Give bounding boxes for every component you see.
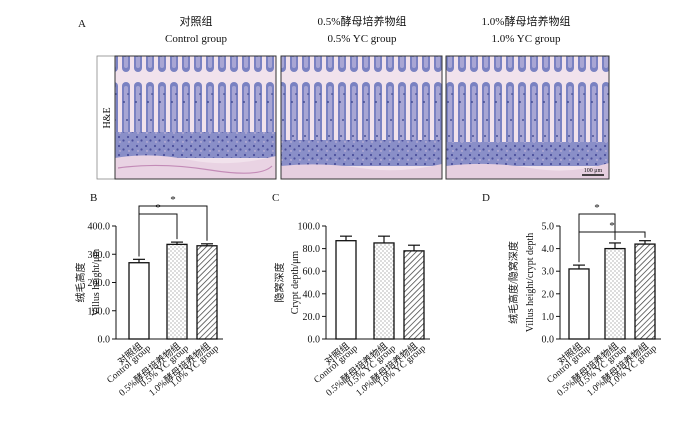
chart-d-sig-bracket	[578, 231, 646, 263]
chart-d-y-tick-label: 2.0	[542, 289, 555, 300]
chart-c-y-tick-label: 40.0	[303, 289, 321, 300]
chart-d-bar	[634, 243, 656, 340]
chart-c-bar	[373, 242, 395, 340]
chart-c-y-tick-label: 20.0	[303, 312, 321, 323]
chart-d-y-tick-label: 0.0	[542, 335, 555, 346]
panel-c-letter: C	[272, 192, 279, 204]
scale-bar-label: 100 μm	[584, 168, 603, 174]
micrograph-10yc	[445, 55, 610, 180]
header-control-cn: 对照组	[180, 14, 213, 28]
chart-b-y-tick-label: 300.0	[88, 250, 111, 261]
chart-b-y-label-en: Villus height/μm	[91, 249, 102, 316]
chart-b-y-tick-label: 200.0	[88, 278, 111, 289]
chart-d-y-tick-label: 3.0	[542, 267, 555, 278]
chart-b-sig-star: *	[170, 194, 176, 206]
chart-b-bar	[166, 243, 188, 340]
chart-c-y-label-cn: 隐窝深度	[273, 263, 286, 303]
chart-b-y-tick-label: 0.0	[98, 335, 111, 346]
micrograph-05yc	[280, 55, 443, 180]
chart-c-y-tick-label: 0.0	[308, 335, 321, 346]
chart-d-y-tick-label: 1.0	[542, 312, 555, 323]
chart-c-y-tick-label: 100.0	[298, 222, 321, 233]
header-05yc-en: 0.5% YC group	[328, 33, 397, 45]
chart-b-sig-bracket	[138, 205, 208, 257]
chart-c-y-label-en: Crypt depth/μm	[290, 251, 301, 315]
stain-label: H&E	[102, 107, 113, 128]
chart-crypt-depth: 0.0 20.0 40.0 60.0 80.0 100.0 隐窝深度 Crypt depth/…	[273, 222, 430, 399]
chart-c-y-tick-label: 60.0	[303, 267, 321, 278]
panel-d-letter: D	[482, 192, 490, 204]
panel-b-letter: B	[90, 192, 97, 204]
chart-d-y-label-cn: 绒毛高度/隐窝深度	[507, 241, 520, 324]
chart-b-bar	[128, 262, 150, 340]
chart-b-y-tick-label: 400.0	[88, 222, 111, 233]
chart-b-bar	[196, 245, 218, 340]
chart-c-y-tick-label: 80.0	[303, 244, 321, 255]
chart-d-bar	[604, 247, 626, 340]
header-05yc-cn: 0.5%酵母培养物组	[318, 14, 407, 28]
panel-a-letter: A	[78, 18, 86, 30]
micrograph-control	[114, 55, 277, 180]
chart-b-y-label-cn: 绒毛高度	[74, 263, 87, 303]
header-10yc-en: 1.0% YC group	[492, 33, 561, 45]
chart-b-y-tick-label: 100.0	[88, 306, 111, 317]
chart-villus-height: 0.0 100.0 200.0 300.0 400.0 绒毛高度 Villus height…	[74, 194, 223, 399]
chart-d-sig-star: *	[594, 202, 600, 214]
chart-d-bar	[568, 268, 590, 340]
chart-b-sig-star: *	[155, 202, 161, 214]
header-control-en: Control group	[165, 33, 228, 45]
chart-villus-crypt-ratio: 0.0 1.0 2.0 3.0 4.0 5.0 绒毛高度/隐窝深度 Villus height…	[507, 202, 661, 399]
chart-c-bar	[335, 240, 357, 340]
chart-d-y-label-en: Villus height/crypt depth	[525, 233, 536, 332]
chart-c-bar	[403, 250, 425, 340]
chart-d-sig-star: *	[609, 220, 615, 232]
chart-d-y-tick-label: 4.0	[542, 244, 555, 255]
header-10yc-cn: 1.0%酵母培养物组	[482, 14, 571, 28]
chart-d-y-tick-label: 5.0	[542, 222, 555, 233]
